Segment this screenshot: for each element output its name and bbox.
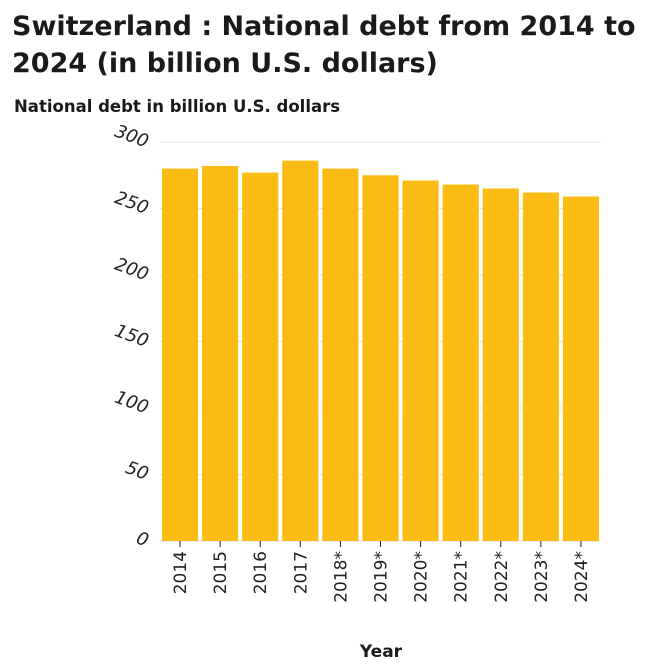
x-tick-label: 2019* (372, 551, 392, 603)
bar (282, 160, 319, 541)
bar (322, 168, 359, 541)
bar (482, 188, 519, 542)
bar (202, 165, 239, 541)
y-tick-label: 50 (123, 457, 152, 485)
bar (242, 172, 279, 541)
y-ticks: 0 50 100 150 200 250 300 (112, 121, 151, 551)
bar (162, 168, 199, 541)
y-tick-label: 250 (112, 187, 151, 218)
bar (402, 180, 439, 541)
bar (442, 184, 479, 541)
x-tick-label: 2016 (251, 551, 271, 594)
y-axis-label: National debt in billion U.S. dollars (14, 97, 341, 116)
x-tick-label: 2024* (572, 551, 592, 603)
y-tick-label: 200 (112, 254, 151, 285)
x-tick-label: 2014 (171, 551, 191, 594)
x-tick-label: 2018* (331, 551, 351, 603)
x-axis-label: Year (359, 642, 403, 662)
x-tick-label: 2022* (492, 551, 512, 603)
x-tick-label: 2015 (211, 551, 231, 594)
y-tick-label: 150 (112, 320, 151, 351)
y-tick-label: 300 (112, 121, 151, 152)
bars (162, 160, 599, 542)
y-tick-label: 100 (112, 387, 151, 418)
y-tick-label: 0 (133, 528, 151, 552)
x-tick-label: 2020* (412, 551, 432, 603)
x-tick-label: 2023* (532, 551, 552, 603)
bar (522, 192, 559, 542)
bar (562, 196, 599, 541)
chart-title: Switzerland : National debt from 2014 to… (12, 11, 636, 79)
x-tick-label: 2017 (291, 551, 311, 594)
x-tick-label: 2021* (452, 551, 472, 603)
x-ticks: 2014 2015 2016 2017 2018* 2019* 2020* 2021* 2022… (171, 541, 592, 603)
bar (362, 175, 399, 541)
